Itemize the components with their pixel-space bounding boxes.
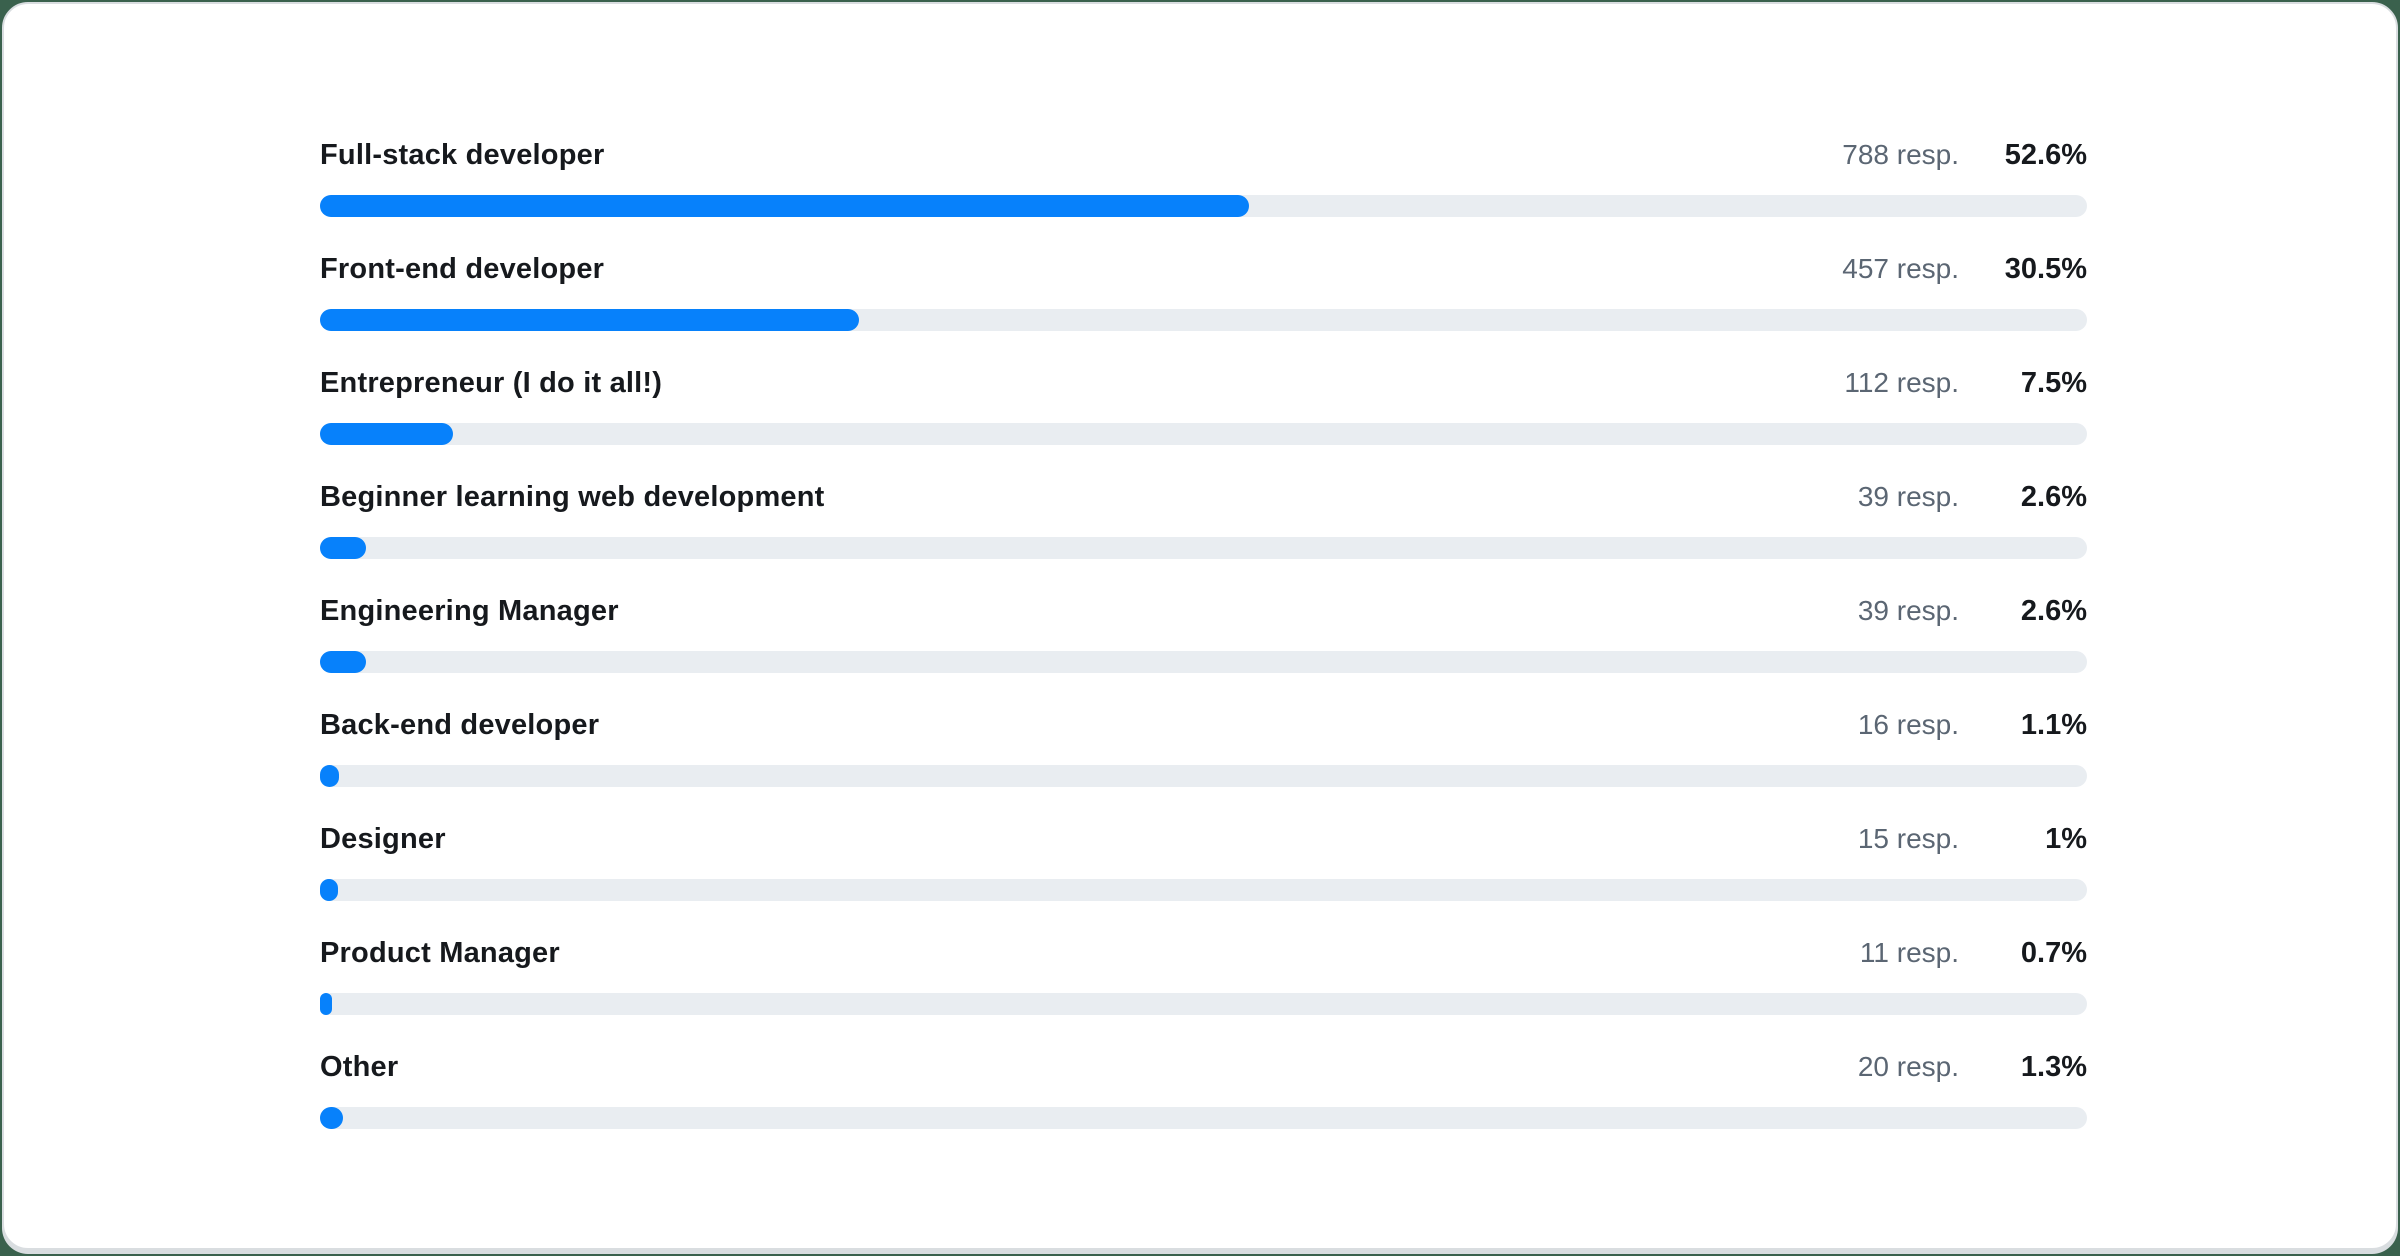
bar-track <box>320 651 2087 673</box>
row-label: Product Manager <box>320 937 560 969</box>
bar-fill <box>320 309 859 331</box>
response-count: 112 resp. <box>1844 367 1959 398</box>
response-count: 20 resp. <box>1857 1051 1959 1082</box>
survey-row: Other 20 resp. 1.3% <box>320 1050 2087 1129</box>
percentage-value: 30.5% <box>2004 253 2087 285</box>
response-count: 39 resp. <box>1857 595 1959 626</box>
response-count: 15 resp. <box>1857 823 1959 854</box>
row-header: Entrepreneur (I do it all!) 112 resp. 7.… <box>320 366 2087 400</box>
bar-fill <box>320 423 453 445</box>
bar-fill <box>320 537 366 559</box>
survey-row: Engineering Manager 39 resp. 2.6% <box>320 594 2087 673</box>
row-label: Engineering Manager <box>320 595 619 627</box>
row-label: Designer <box>320 823 446 855</box>
percentage-value: 52.6% <box>2004 139 2087 171</box>
bar-fill <box>320 1107 343 1129</box>
row-label: Front-end developer <box>320 253 605 285</box>
survey-row: Product Manager 11 resp. 0.7% <box>320 936 2087 1015</box>
percentage-value: 1.3% <box>2020 1051 2087 1083</box>
survey-row: Back-end developer 16 resp. 1.1% <box>320 708 2087 787</box>
response-count: 788 resp. <box>1842 139 1959 170</box>
row-label: Full-stack developer <box>320 139 605 171</box>
bar-track <box>320 195 2087 217</box>
percentage-value: 1% <box>2045 823 2087 855</box>
row-header: Engineering Manager 39 resp. 2.6% <box>320 594 2087 628</box>
response-count: 16 resp. <box>1857 709 1959 740</box>
response-count: 11 resp. <box>1859 937 1959 968</box>
bar-fill <box>320 651 366 673</box>
row-header: Front-end developer 457 resp. 30.5% <box>320 252 2087 286</box>
row-label: Back-end developer <box>320 709 600 741</box>
row-header: Product Manager 11 resp. 0.7% <box>320 936 2087 970</box>
row-label: Entrepreneur (I do it all!) <box>320 367 663 399</box>
survey-row: Entrepreneur (I do it all!) 112 resp. 7.… <box>320 366 2087 445</box>
percentage-value: 2.6% <box>2020 481 2087 513</box>
bar-fill <box>320 765 340 787</box>
bar-fill <box>320 879 338 901</box>
row-header: Designer 15 resp. 1% <box>320 822 2087 856</box>
bar-track <box>320 537 2087 559</box>
row-header: Beginner learning web development 39 res… <box>320 480 2087 514</box>
response-count: 457 resp. <box>1842 253 1959 284</box>
row-header: Other 20 resp. 1.3% <box>320 1050 2087 1084</box>
percentage-value: 0.7% <box>2020 937 2087 969</box>
survey-results-list: Full-stack developer 788 resp. 52.6% Fro… <box>320 138 2087 1164</box>
percentage-value: 7.5% <box>2020 367 2087 399</box>
response-count: 39 resp. <box>1857 481 1959 512</box>
row-label: Beginner learning web development <box>320 481 825 513</box>
bar-track <box>320 879 2087 901</box>
percentage-value: 1.1% <box>2020 709 2087 741</box>
survey-row: Beginner learning web development 39 res… <box>320 480 2087 559</box>
survey-row: Full-stack developer 788 resp. 52.6% <box>320 138 2087 217</box>
percentage-value: 2.6% <box>2020 595 2087 627</box>
survey-row: Front-end developer 457 resp. 30.5% <box>320 252 2087 331</box>
row-label: Other <box>320 1051 399 1083</box>
row-header: Back-end developer 16 resp. 1.1% <box>320 708 2087 742</box>
bar-track <box>320 309 2087 331</box>
bar-track <box>320 1107 2087 1129</box>
bar-fill <box>320 195 1250 217</box>
row-header: Full-stack developer 788 resp. 52.6% <box>320 138 2087 172</box>
bar-track <box>320 765 2087 787</box>
bar-track <box>320 993 2087 1015</box>
survey-row: Designer 15 resp. 1% <box>320 822 2087 901</box>
bar-fill <box>320 993 333 1015</box>
bar-track <box>320 423 2087 445</box>
